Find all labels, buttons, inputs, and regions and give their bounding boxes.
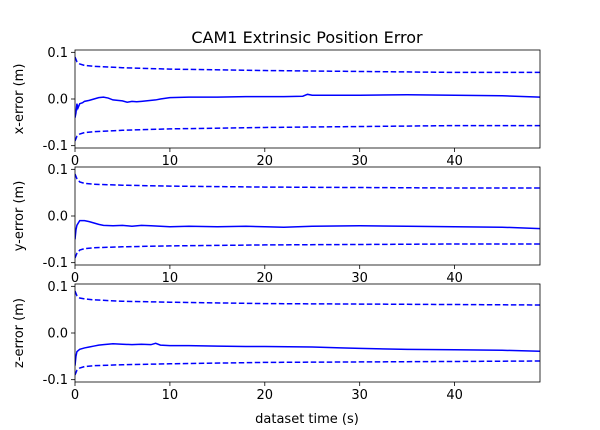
y-tick-label: -0.1 <box>43 139 68 154</box>
x-tick-label: 20 <box>257 271 274 286</box>
y-tick-label: 0.1 <box>47 163 68 178</box>
series-line-3-2 <box>75 290 540 306</box>
subplot-2: 0 10 20 30 40 -0.1 0.0 0.1 y-error (m) <box>12 163 541 286</box>
series-line-3-3 <box>75 360 540 376</box>
series-line-2-1 <box>75 219 540 240</box>
subplot-3: 0 10 20 30 40 -0.1 0.0 0.1 z-error (m) <box>12 280 541 403</box>
series-line-1-2 <box>75 56 540 74</box>
x-tick-label: 30 <box>351 154 368 169</box>
x-tick-label: 20 <box>257 388 274 403</box>
series-line-2-3 <box>75 243 540 259</box>
y-tick-label: 0.0 <box>47 93 68 108</box>
subplot-1: 0 10 20 30 40 -0.1 0.0 0.1 x-error (m) <box>12 46 541 169</box>
x-tick-label: 0 <box>71 271 79 286</box>
y-tick-label: -0.1 <box>43 256 68 271</box>
y-tick-label: 0.1 <box>47 46 68 61</box>
x-tick-label: 30 <box>351 388 368 403</box>
y-axis-label: z-error (m) <box>12 298 27 368</box>
y-tick-label: 0.0 <box>47 210 68 225</box>
chart-title: CAM1 Extrinsic Position Error <box>191 28 423 47</box>
x-tick-label: 40 <box>446 154 463 169</box>
x-tick-label: 20 <box>257 154 274 169</box>
x-tick-label: 10 <box>162 388 179 403</box>
y-axis-label: x-error (m) <box>12 64 27 135</box>
series-line-1-3 <box>75 124 540 142</box>
x-tick-label: 10 <box>162 271 179 286</box>
x-tick-label: 0 <box>71 388 79 403</box>
series-line-3-1 <box>75 342 540 366</box>
x-tick-label: 10 <box>162 154 179 169</box>
x-tick-label: 40 <box>446 271 463 286</box>
y-tick-label: 0.0 <box>47 327 68 342</box>
x-tick-label: 40 <box>446 388 463 403</box>
x-tick-label: 0 <box>71 154 79 169</box>
y-tick-label: -0.1 <box>43 373 68 388</box>
y-tick-label: 0.1 <box>47 280 68 295</box>
y-axis-label: y-error (m) <box>12 181 27 252</box>
x-axis-label: dataset time (s) <box>255 412 359 427</box>
x-tick-label: 30 <box>351 271 368 286</box>
series-line-2-2 <box>75 173 540 189</box>
series-line-1-1 <box>75 93 540 118</box>
